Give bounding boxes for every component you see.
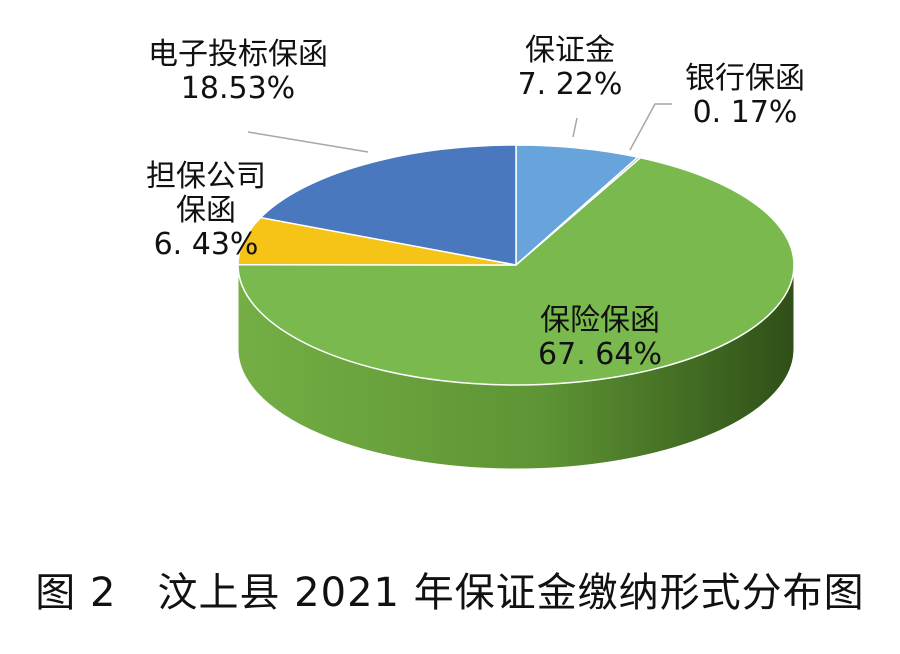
label-baoxian-name: 保险保函 (540, 303, 660, 338)
pie-slice-baoxian (237, 156, 795, 386)
label-dianzi-name: 电子投标保函 (148, 37, 328, 72)
label-baoxian: 保险保函 67. 64% (515, 304, 685, 372)
label-danbao-line2: 保函 (176, 193, 236, 228)
pie-chart: 保证金 7. 22% 银行保函 0. 17% 保险保函 67. 64% 担保公司… (118, 34, 830, 470)
pie-slice-dianzi (259, 144, 517, 266)
label-danbao-line1: 担保公司 (146, 159, 266, 194)
leader-line-yinhang (629, 103, 672, 151)
figure-caption: 图 2 汶上县 2021 年保证金缴纳形式分布图 (35, 570, 865, 616)
label-yinhang: 银行保函 0. 17% (660, 62, 830, 130)
label-dianzi-value: 18.53% (180, 71, 296, 106)
label-baozhengjin-name: 保证金 (525, 33, 615, 68)
pie-slice-danbao (237, 216, 517, 266)
label-baozhengjin: 保证金 7. 22% (500, 34, 640, 102)
label-danbao: 担保公司 保函 6. 43% (126, 160, 286, 262)
label-baoxian-value: 67. 64% (538, 337, 662, 372)
leader-line-dianzi (247, 131, 369, 153)
pie-slice-baozhengjin (515, 144, 639, 266)
leader-line-baozhengjin (572, 117, 578, 138)
label-baozhengjin-value: 7. 22% (517, 67, 623, 102)
label-dianzi: 电子投标保函 18.53% (118, 38, 358, 106)
label-yinhang-name: 银行保函 (685, 61, 805, 96)
label-danbao-value: 6. 43% (153, 227, 259, 262)
label-yinhang-value: 0. 17% (692, 95, 798, 130)
pie-chart-svg (237, 103, 795, 470)
